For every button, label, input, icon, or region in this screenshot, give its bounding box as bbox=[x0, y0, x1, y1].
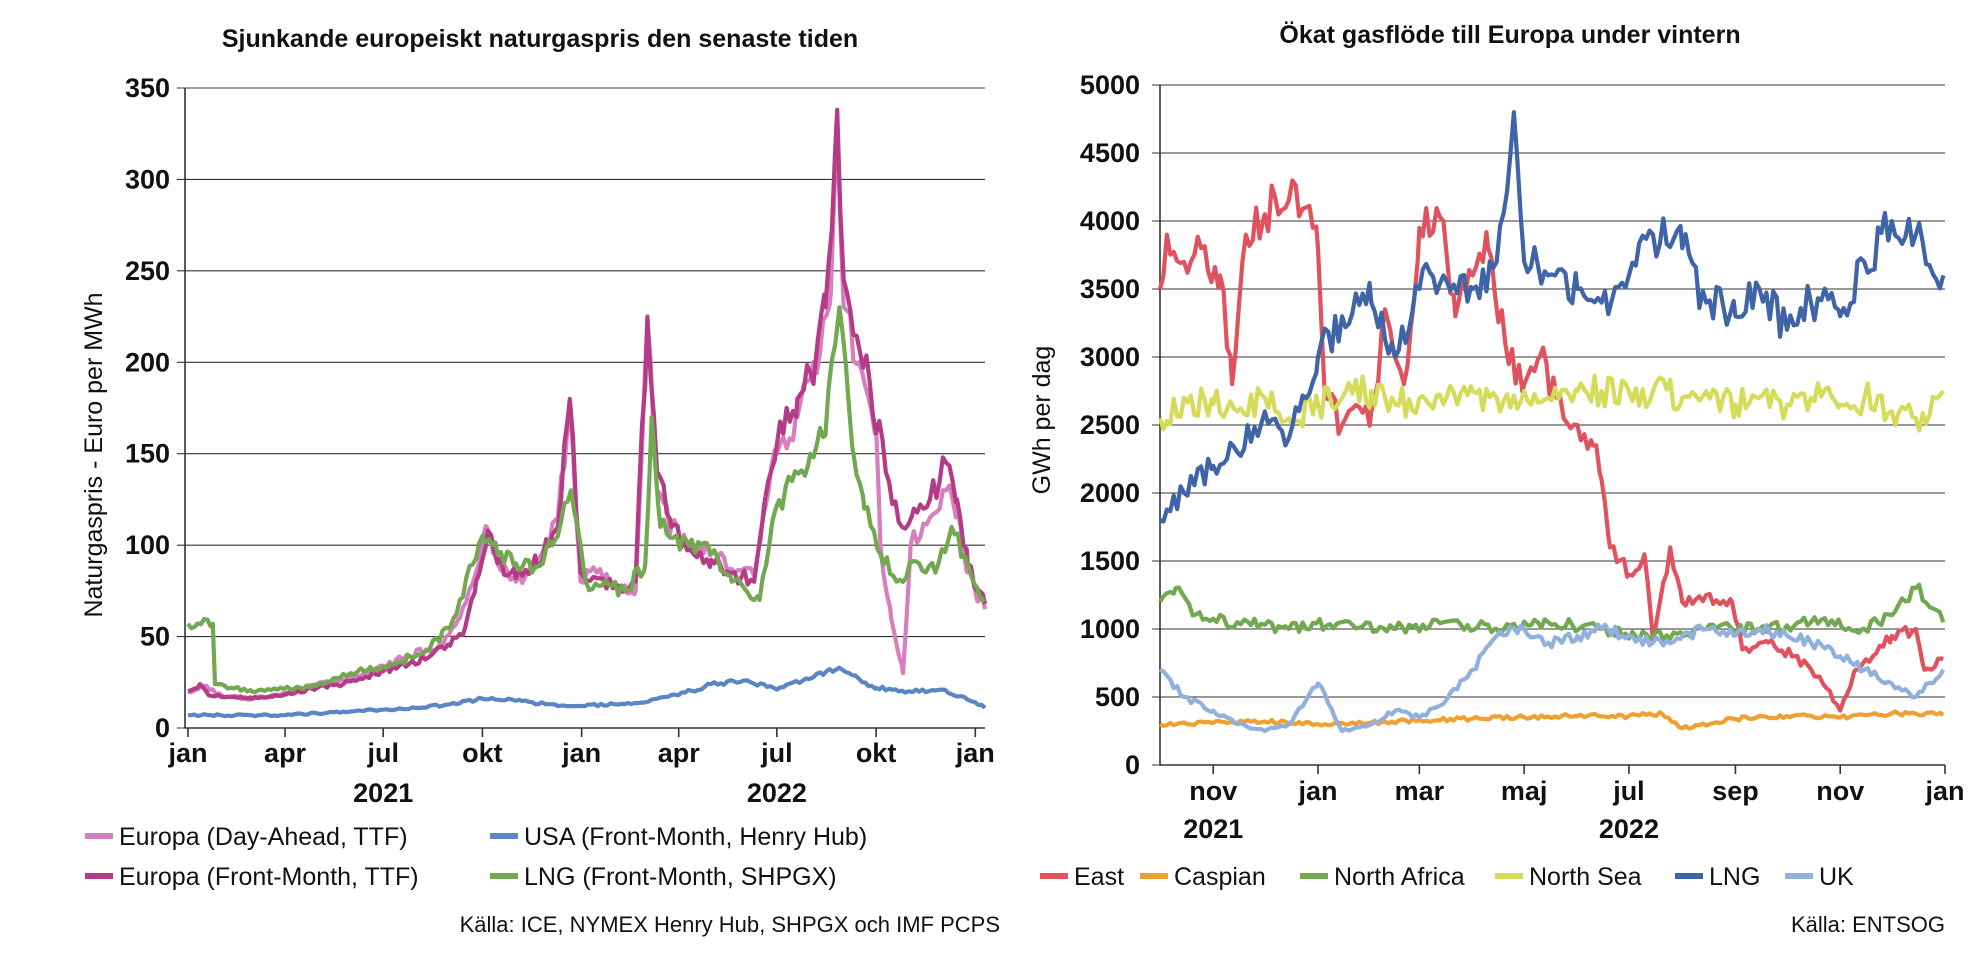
source-note: Källa: ICE, NYMEX Henry Hub, SHPGX och I… bbox=[460, 912, 1000, 937]
legend-label: North Sea bbox=[1529, 863, 1642, 891]
legend: East Caspian North Africa North Sea LNG UK bbox=[1040, 863, 1854, 891]
y-tick-label: 4000 bbox=[1080, 206, 1140, 236]
y-tick-label: 250 bbox=[125, 256, 170, 286]
y-tick-label: 5000 bbox=[1080, 70, 1140, 100]
legend-label: LNG bbox=[1709, 863, 1760, 891]
y-tick-label: 350 bbox=[125, 73, 170, 103]
x-tick-label: apr bbox=[264, 738, 307, 768]
x-tick-label: jan bbox=[167, 738, 207, 768]
x-tick-label: okt bbox=[462, 738, 503, 768]
series-line-lng bbox=[1159, 110, 1946, 524]
legend-label: Caspian bbox=[1174, 863, 1266, 891]
legend-label: North Africa bbox=[1334, 863, 1465, 891]
year-label: 2021 bbox=[353, 778, 413, 808]
legend-label: UK bbox=[1819, 863, 1854, 891]
x-tick-label: maj bbox=[1501, 776, 1548, 806]
chart-gas-flow: Ökat gasflöde till Europa under vintern … bbox=[1028, 20, 1965, 937]
y-tick-label: 150 bbox=[125, 439, 170, 469]
y-tick-label: 0 bbox=[1125, 750, 1140, 780]
legend-label: Europa (Day-Ahead, TTF) bbox=[119, 823, 408, 851]
x-tick-label: jan bbox=[955, 738, 995, 768]
y-tick-label: 50 bbox=[140, 622, 170, 652]
x-tick-label: nov bbox=[1189, 776, 1237, 806]
x-tick-label: jan bbox=[1924, 776, 1964, 806]
y-tick-label: 1500 bbox=[1080, 546, 1140, 576]
series-line-europa-front-month-ttf bbox=[187, 107, 988, 701]
legend-label: LNG (Front-Month, SHPGX) bbox=[524, 863, 837, 891]
chart-natural-gas-price: Sjunkande europeiskt naturgaspris den se… bbox=[80, 25, 1000, 937]
x-tick-label: jan bbox=[1298, 776, 1338, 806]
year-label: 2022 bbox=[1599, 814, 1659, 844]
x-tick-label: jul bbox=[760, 738, 793, 768]
y-tick-label: 2000 bbox=[1080, 478, 1140, 508]
y-tick-label: 1000 bbox=[1080, 614, 1140, 644]
year-label: 2021 bbox=[1183, 814, 1243, 844]
y-axis-label: GWh per dag bbox=[1028, 346, 1056, 495]
gridlines bbox=[177, 87, 985, 729]
x-tick-label: mar bbox=[1395, 776, 1445, 806]
legend-label: USA (Front-Month, Henry Hub) bbox=[524, 823, 867, 851]
y-tick-label: 100 bbox=[125, 530, 170, 560]
legend-label: East bbox=[1074, 863, 1124, 891]
y-tick-label: 4500 bbox=[1080, 138, 1140, 168]
series-lines bbox=[1157, 110, 1946, 734]
x-tick-label: apr bbox=[658, 738, 701, 768]
x-tick-label: jul bbox=[366, 738, 399, 768]
source-note: Källa: ENTSOG bbox=[1791, 912, 1945, 937]
legend-label: Europa (Front-Month, TTF) bbox=[119, 863, 419, 891]
series-line-uk bbox=[1159, 622, 1946, 734]
legend: Europa (Day-Ahead, TTF) USA (Front-Month,… bbox=[85, 823, 867, 891]
x-tick-label: jan bbox=[561, 738, 601, 768]
y-tick-label: 300 bbox=[125, 164, 170, 194]
y-tick-label: 3500 bbox=[1080, 274, 1140, 304]
y-tick-label: 500 bbox=[1095, 682, 1140, 712]
chart-title: Sjunkande europeiskt naturgaspris den se… bbox=[222, 25, 858, 53]
x-tick-label: okt bbox=[856, 738, 897, 768]
year-label: 2022 bbox=[747, 778, 807, 808]
x-tick-label: sep bbox=[1712, 776, 1759, 806]
chart-title: Ökat gasflöde till Europa under vintern bbox=[1279, 20, 1740, 49]
y-axis-label: Naturgaspris - Euro per MWh bbox=[80, 292, 108, 617]
y-tick-label: 200 bbox=[125, 347, 170, 377]
gridlines bbox=[1152, 84, 1945, 766]
series-line-lng-front-month-shpgx bbox=[186, 305, 986, 695]
axis-ticks: 0 500 1000 1500 2000 2500 3000 3500 4000 4500 5000… bbox=[1080, 70, 1965, 844]
series-lines bbox=[186, 107, 988, 719]
y-tick-label: 3000 bbox=[1080, 342, 1140, 372]
y-tick-label: 0 bbox=[155, 713, 170, 743]
series-line-europa-day-ahead-ttf bbox=[187, 122, 988, 703]
axis-ticks: 0 50 100 150 200 250 300 350 jan apr jul okt jan apr j… bbox=[125, 73, 995, 808]
series-line-north-africa bbox=[1158, 582, 1946, 642]
x-tick-label: nov bbox=[1816, 776, 1864, 806]
y-tick-label: 2500 bbox=[1080, 410, 1140, 440]
x-tick-label: jul bbox=[1612, 776, 1645, 806]
series-line-usa-front-month-henry-hub bbox=[188, 665, 987, 719]
